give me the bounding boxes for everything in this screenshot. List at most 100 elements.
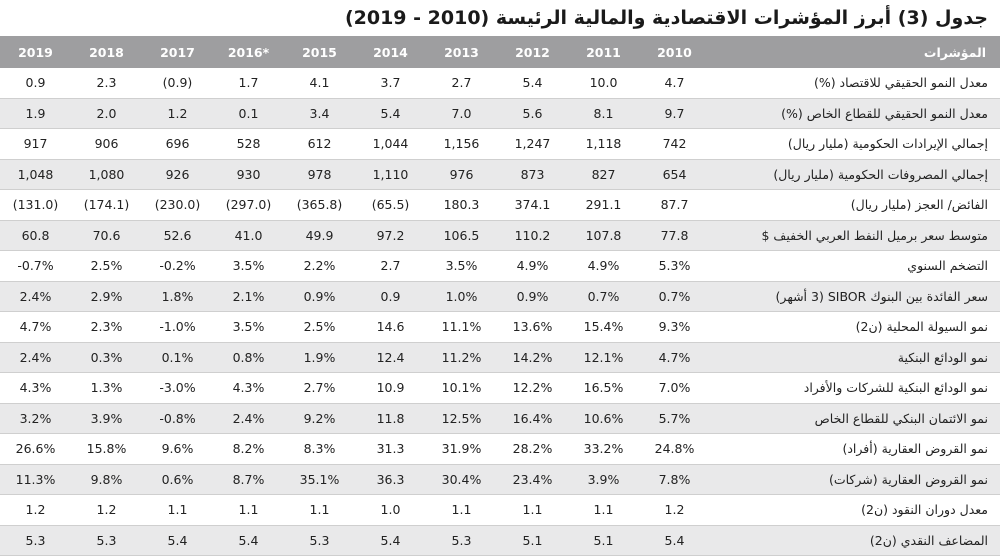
value-cell: 35.1% (284, 464, 355, 495)
value-cell: 612 (284, 128, 355, 160)
value-cell: 976 (426, 159, 497, 190)
value-cell: 2.7% (284, 372, 355, 404)
value-cell: 7.8% (639, 464, 710, 495)
value-cell: 696 (142, 128, 213, 160)
value-cell: 1.0% (426, 281, 497, 312)
value-cell: 291.1 (568, 189, 639, 221)
value-cell: 1.7 (213, 68, 284, 99)
value-cell: 3.9% (568, 464, 639, 495)
indicator-label: نمو الائتمان البنكي للقطاع الخاص (710, 403, 1000, 434)
value-cell: 0.3% (71, 342, 142, 373)
value-cell: (230.0) (142, 189, 213, 221)
value-cell: 1.8% (142, 281, 213, 312)
value-cell: 2.4% (213, 403, 284, 434)
value-cell: 26.6% (0, 433, 71, 465)
table-row: سعر الفائدة بين البنوك SIBOR (3 أشهر) 0.7… (0, 281, 1000, 312)
value-cell: 16.4% (497, 403, 568, 434)
value-cell: 8.3% (284, 433, 355, 465)
indicator-label: نمو القروض العقارية (أفراد) (710, 433, 1000, 465)
indicators-table: المؤشرات 2010 2011 2012 2013 2014 2015 2016* 20… (0, 36, 1000, 556)
value-cell: 3.5% (213, 250, 284, 282)
value-cell: (131.0) (0, 189, 71, 221)
value-cell: 4.7% (0, 311, 71, 343)
value-cell: 1,080 (71, 159, 142, 190)
value-cell: 5.1 (568, 525, 639, 556)
indicator-label: إجمالي الإيرادات الحكومية (مليار ريال) (710, 128, 1000, 160)
value-cell: 10.9 (355, 372, 426, 404)
indicator-label: معدل النمو الحقيقي للاقتصاد (%) (710, 68, 1000, 99)
value-cell: 4.9% (497, 250, 568, 282)
value-cell: 5.7% (639, 403, 710, 434)
value-cell: 33.2% (568, 433, 639, 465)
value-cell: 926 (142, 159, 213, 190)
value-cell: 742 (639, 128, 710, 160)
value-cell: 4.9% (568, 250, 639, 282)
value-cell: 917 (0, 128, 71, 160)
value-cell: 5.3 (0, 525, 71, 556)
year-column-header: 2011 (568, 36, 639, 68)
indicator-label: نمو الودائع البنكية للشركات والأفراد (710, 372, 1000, 404)
value-cell: 1.2 (0, 494, 71, 526)
value-cell: 77.8 (639, 220, 710, 251)
indicator-label: معدل دوران النقود (ن2) (710, 494, 1000, 526)
value-cell: 106.5 (426, 220, 497, 251)
value-cell: 36.3 (355, 464, 426, 495)
value-cell: 10.6% (568, 403, 639, 434)
table-title: جدول (3) أبرز المؤشرات الاقتصادية والمال… (344, 7, 988, 29)
value-cell: 3.5% (213, 311, 284, 343)
value-cell: 11.3% (0, 464, 71, 495)
value-cell: 0.9 (0, 68, 71, 99)
year-column-header: 2010 (639, 36, 710, 68)
value-cell: 9.8% (71, 464, 142, 495)
table-row: الفائض/ العجز (مليار ريال) 87.7 291.1 374.1… (0, 189, 1000, 221)
value-cell: 8.7% (213, 464, 284, 495)
value-cell: -3.0% (142, 372, 213, 404)
value-cell: 97.2 (355, 220, 426, 251)
value-cell: 5.3 (71, 525, 142, 556)
value-cell: 110.2 (497, 220, 568, 251)
year-column-header: 2014 (355, 36, 426, 68)
table-row: نمو القروض العقارية (أفراد) 24.8% 33.2% 28.… (0, 433, 1000, 465)
value-cell: 41.0 (213, 220, 284, 251)
value-cell: 49.9 (284, 220, 355, 251)
value-cell: 5.3 (426, 525, 497, 556)
value-cell: (174.1) (71, 189, 142, 221)
value-cell: -0.2% (142, 250, 213, 282)
value-cell: 9.3% (639, 311, 710, 343)
year-column-header: 2016* (213, 36, 284, 68)
indicator-label: متوسط سعر برميل النفط العربي الخفيف $ (710, 220, 1000, 251)
value-cell: 3.7 (355, 68, 426, 99)
value-cell: 5.4 (142, 525, 213, 556)
value-cell: 2.1% (213, 281, 284, 312)
value-cell: 11.1% (426, 311, 497, 343)
value-cell: (65.5) (355, 189, 426, 221)
value-cell: 87.7 (639, 189, 710, 221)
value-cell: 2.3 (71, 68, 142, 99)
value-cell: 1.2 (71, 494, 142, 526)
value-cell: (365.8) (284, 189, 355, 221)
table-row: التضخم السنوي 5.3% 4.9% 4.9% 3.5% 2.7 2.2% 3.5%… (0, 250, 1000, 282)
value-cell: 180.3 (426, 189, 497, 221)
value-cell: 4.3% (213, 372, 284, 404)
value-cell: 9.6% (142, 433, 213, 465)
value-cell: 7.0% (639, 372, 710, 404)
value-cell: 0.9% (284, 281, 355, 312)
value-cell: 2.2% (284, 250, 355, 282)
value-cell: 24.8% (639, 433, 710, 465)
indicator-label: الفائض/ العجز (مليار ريال) (710, 189, 1000, 221)
value-cell: 7.0 (426, 98, 497, 129)
value-cell: 8.1 (568, 98, 639, 129)
value-cell: 12.1% (568, 342, 639, 373)
table-row: نمو الائتمان البنكي للقطاع الخاص 5.7% 10.6… (0, 403, 1000, 434)
value-cell: 11.2% (426, 342, 497, 373)
value-cell: 5.1 (497, 525, 568, 556)
value-cell: 2.5% (71, 250, 142, 282)
table-row: معدل دوران النقود (ن2) 1.2 1.1 1.1 1.1 1.0 1.1… (0, 494, 1000, 526)
value-cell: 1.2 (142, 98, 213, 129)
year-column-header: 2015 (284, 36, 355, 68)
year-column-header: 2013 (426, 36, 497, 68)
value-cell: 5.4 (355, 525, 426, 556)
table-body: معدل النمو الحقيقي للاقتصاد (%) 4.7 10.0 5.… (0, 68, 1000, 556)
value-cell: 1.0 (355, 494, 426, 526)
